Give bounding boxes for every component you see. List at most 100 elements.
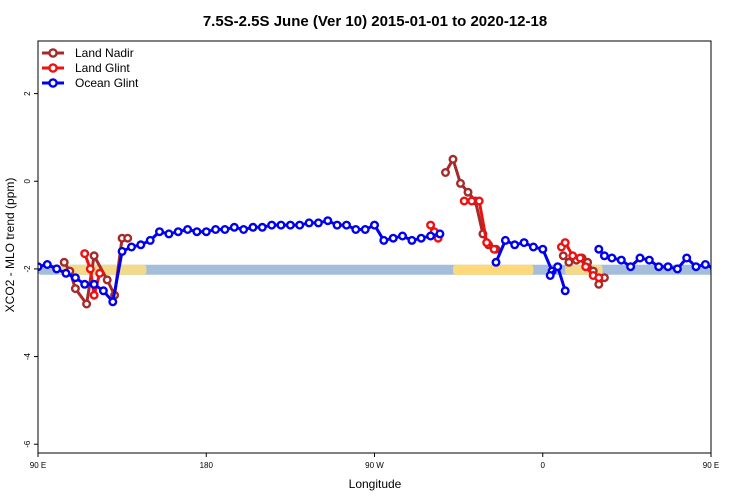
data-point (248, 222, 258, 232)
data-point (441, 167, 451, 177)
data-point (70, 273, 80, 283)
data-point (710, 266, 711, 272)
legend-label: Ocean Glint (75, 76, 139, 90)
data-point (435, 229, 445, 239)
data-point (560, 286, 570, 296)
data-point (510, 240, 520, 250)
data-point (740, 281, 747, 288)
data-point (463, 187, 473, 197)
y-axis-label: XCO2 - MLO trend (ppm) (3, 178, 17, 313)
data-point (607, 253, 617, 263)
x-tick-label: 90 W (365, 461, 384, 470)
data-point (560, 238, 570, 248)
data-point (95, 268, 105, 278)
data-point (304, 218, 314, 228)
data-point (126, 242, 136, 252)
data-point (201, 227, 211, 237)
legend-item: Ocean Glint (42, 76, 139, 90)
data-point (85, 264, 95, 274)
x-ticks: 90 E 180 90 W 0 90 E (30, 453, 719, 470)
data-point (192, 227, 202, 237)
data-point (154, 227, 164, 237)
data-point (528, 242, 538, 252)
data-point (467, 196, 477, 206)
data-point (654, 262, 664, 272)
data-point (672, 264, 682, 274)
data-point (89, 251, 99, 261)
data-point (491, 257, 501, 267)
data-point (267, 220, 277, 230)
legend-marker (48, 78, 58, 88)
chart-title: 7.5S-2.5S June (Ver 10) 2015-01-01 to 20… (203, 13, 547, 30)
data-point (482, 238, 492, 248)
data-point (594, 244, 604, 254)
y-ticks: 2 0 -2 -4 -6 (23, 91, 38, 448)
data-point (108, 297, 118, 307)
data-point (635, 253, 645, 263)
data-point (145, 235, 155, 245)
data-point (568, 251, 578, 261)
data-point (426, 220, 436, 230)
data-point (626, 262, 636, 272)
x-tick-label: 90 E (703, 461, 719, 470)
data-point (379, 235, 389, 245)
data-point (456, 178, 466, 188)
data-point (360, 224, 370, 234)
data-point (332, 220, 342, 230)
data-point (500, 235, 510, 245)
data-point (398, 231, 408, 241)
data-point (575, 253, 585, 263)
data-point (173, 227, 183, 237)
data-point (164, 229, 174, 239)
y-tick-label: -4 (23, 352, 32, 360)
data-point (80, 249, 90, 259)
data-point (136, 240, 146, 250)
data-point (553, 262, 563, 272)
data-point (276, 220, 286, 230)
legend-item: Land Glint (42, 61, 130, 75)
data-point (220, 224, 230, 234)
data-point (183, 224, 193, 234)
data-point (581, 262, 591, 272)
legend-label: Land Nadir (75, 46, 134, 60)
data-point (616, 255, 626, 265)
x-tick-label: 180 (200, 461, 214, 470)
data-point (257, 222, 267, 232)
data-point (564, 257, 574, 267)
surface-bands (38, 264, 711, 275)
series-land-glint (80, 196, 604, 300)
data-point (323, 216, 333, 226)
data-point (59, 257, 69, 267)
data-point (102, 275, 112, 285)
data-point (599, 251, 609, 261)
data-point (229, 222, 239, 232)
data-point (489, 244, 499, 254)
data-point (89, 279, 99, 289)
data-point (740, 268, 747, 275)
legend-marker (48, 48, 58, 58)
data-point (239, 224, 249, 234)
data-point (644, 255, 654, 265)
data-point (700, 260, 710, 270)
data-point (416, 233, 426, 243)
data-point (682, 253, 692, 263)
series-line (735, 238, 750, 304)
data-point (663, 262, 673, 272)
x-tick-label: 90 E (30, 461, 46, 470)
data-point (80, 279, 90, 289)
legend-marker (48, 63, 58, 73)
x-tick-label: 0 (541, 461, 546, 470)
surface-band-0 (38, 264, 711, 275)
data-point (519, 238, 529, 248)
data-point (448, 154, 458, 164)
data-point (70, 284, 80, 294)
data-point (285, 220, 295, 230)
data-point (474, 196, 484, 206)
x-axis-label: Longitude (349, 477, 402, 491)
y-tick-label: -2 (23, 265, 32, 273)
data-point (117, 246, 127, 256)
data-point (594, 273, 604, 283)
data-point (558, 251, 568, 261)
y-tick-label: 2 (23, 91, 32, 96)
